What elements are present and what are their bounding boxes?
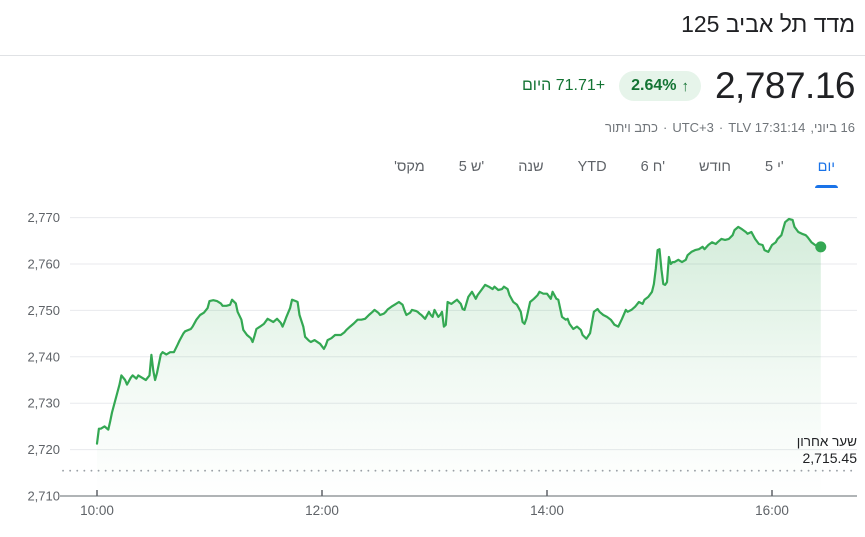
arrow-up-icon: ↑ xyxy=(681,77,689,95)
tab-label: YTD xyxy=(577,159,607,175)
tab-label: 5 ש' xyxy=(458,159,485,175)
tab-label: יום xyxy=(817,159,835,175)
y-axis-label: 2,760 xyxy=(27,257,60,272)
tab-label: 6 ח' xyxy=(640,159,666,175)
tab-6-months[interactable]: 6 ח' xyxy=(624,148,682,188)
tab-1-year[interactable]: שנה xyxy=(501,148,560,188)
daily-change: +71.71 היום xyxy=(521,77,606,94)
x-axis-label: 10:00 xyxy=(80,503,114,518)
page-title: מדד תל אביב 125 xyxy=(681,11,855,37)
current-point-marker xyxy=(815,241,827,253)
utc-offset: UTC+3 xyxy=(672,120,714,135)
y-axis-label: 2,730 xyxy=(27,396,60,411)
quote-date: 16 ביוני, xyxy=(810,120,855,135)
tab-1-day[interactable]: יום xyxy=(801,148,852,188)
current-price: 2,787.16 xyxy=(714,65,856,106)
tab-1-month[interactable]: חודש xyxy=(682,148,748,188)
tab-5-years[interactable]: 5 ש' xyxy=(442,148,501,188)
disclaimer-link[interactable]: כתב ויתור xyxy=(605,120,658,135)
y-axis-label: 2,710 xyxy=(27,489,60,504)
x-axis-label: 12:00 xyxy=(305,503,339,518)
x-axis-label: 14:00 xyxy=(530,503,564,518)
y-axis-label: 2,770 xyxy=(27,210,60,225)
quote-meta: כתב ויתור · UTC+3 · TLV 17:31:14 16 ביונ… xyxy=(605,120,855,135)
exchange-time: TLV 17:31:14 xyxy=(728,120,806,135)
period-tab-bar: יום 5 י' חודש 6 ח' YTD שנה 5 ש' מקס' xyxy=(0,148,865,188)
percent-change-badge: 2.64% ↑ xyxy=(619,71,701,101)
active-tab-underline xyxy=(814,185,838,188)
x-axis-labels: 10:00 12:00 14:00 16:00 xyxy=(80,503,789,518)
meta-separator: · xyxy=(663,120,668,135)
percent-change: 2.64% xyxy=(631,77,677,94)
y-axis-label: 2,740 xyxy=(27,349,60,364)
tab-max[interactable]: מקס' xyxy=(377,148,442,188)
x-axis-label: 16:00 xyxy=(755,503,789,518)
series-line xyxy=(95,217,822,445)
prev-close-value: 2,715.45 xyxy=(803,450,858,466)
prev-close-label: שער אחרון xyxy=(797,434,857,449)
tab-label: שנה xyxy=(518,159,544,175)
meta-separator: · xyxy=(718,120,724,135)
price-chart[interactable]: 2,770 2,760 2,750 2,740 2,730 2,720 2,710 10:0… xyxy=(0,202,865,537)
tab-label: חודש xyxy=(699,159,731,175)
tab-5-days[interactable]: 5 י' xyxy=(748,148,801,188)
header-divider xyxy=(0,55,865,56)
tab-ytd[interactable]: YTD xyxy=(561,148,624,188)
x-axis-ticks xyxy=(96,490,773,496)
quote-summary: +71.71 היום 2.64% ↑ 2,787.16 xyxy=(521,64,856,108)
series-area-fill xyxy=(97,219,821,496)
y-axis-labels: 2,770 2,760 2,750 2,740 2,730 2,720 2,710 xyxy=(27,210,60,503)
y-axis-label: 2,750 xyxy=(27,303,60,318)
tab-label: מקס' xyxy=(394,159,425,175)
tab-label: 5 י' xyxy=(764,159,784,175)
y-axis-label: 2,720 xyxy=(27,442,60,457)
